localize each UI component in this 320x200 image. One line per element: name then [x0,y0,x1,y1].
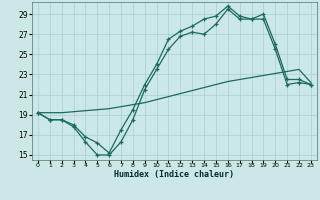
X-axis label: Humidex (Indice chaleur): Humidex (Indice chaleur) [115,170,234,179]
